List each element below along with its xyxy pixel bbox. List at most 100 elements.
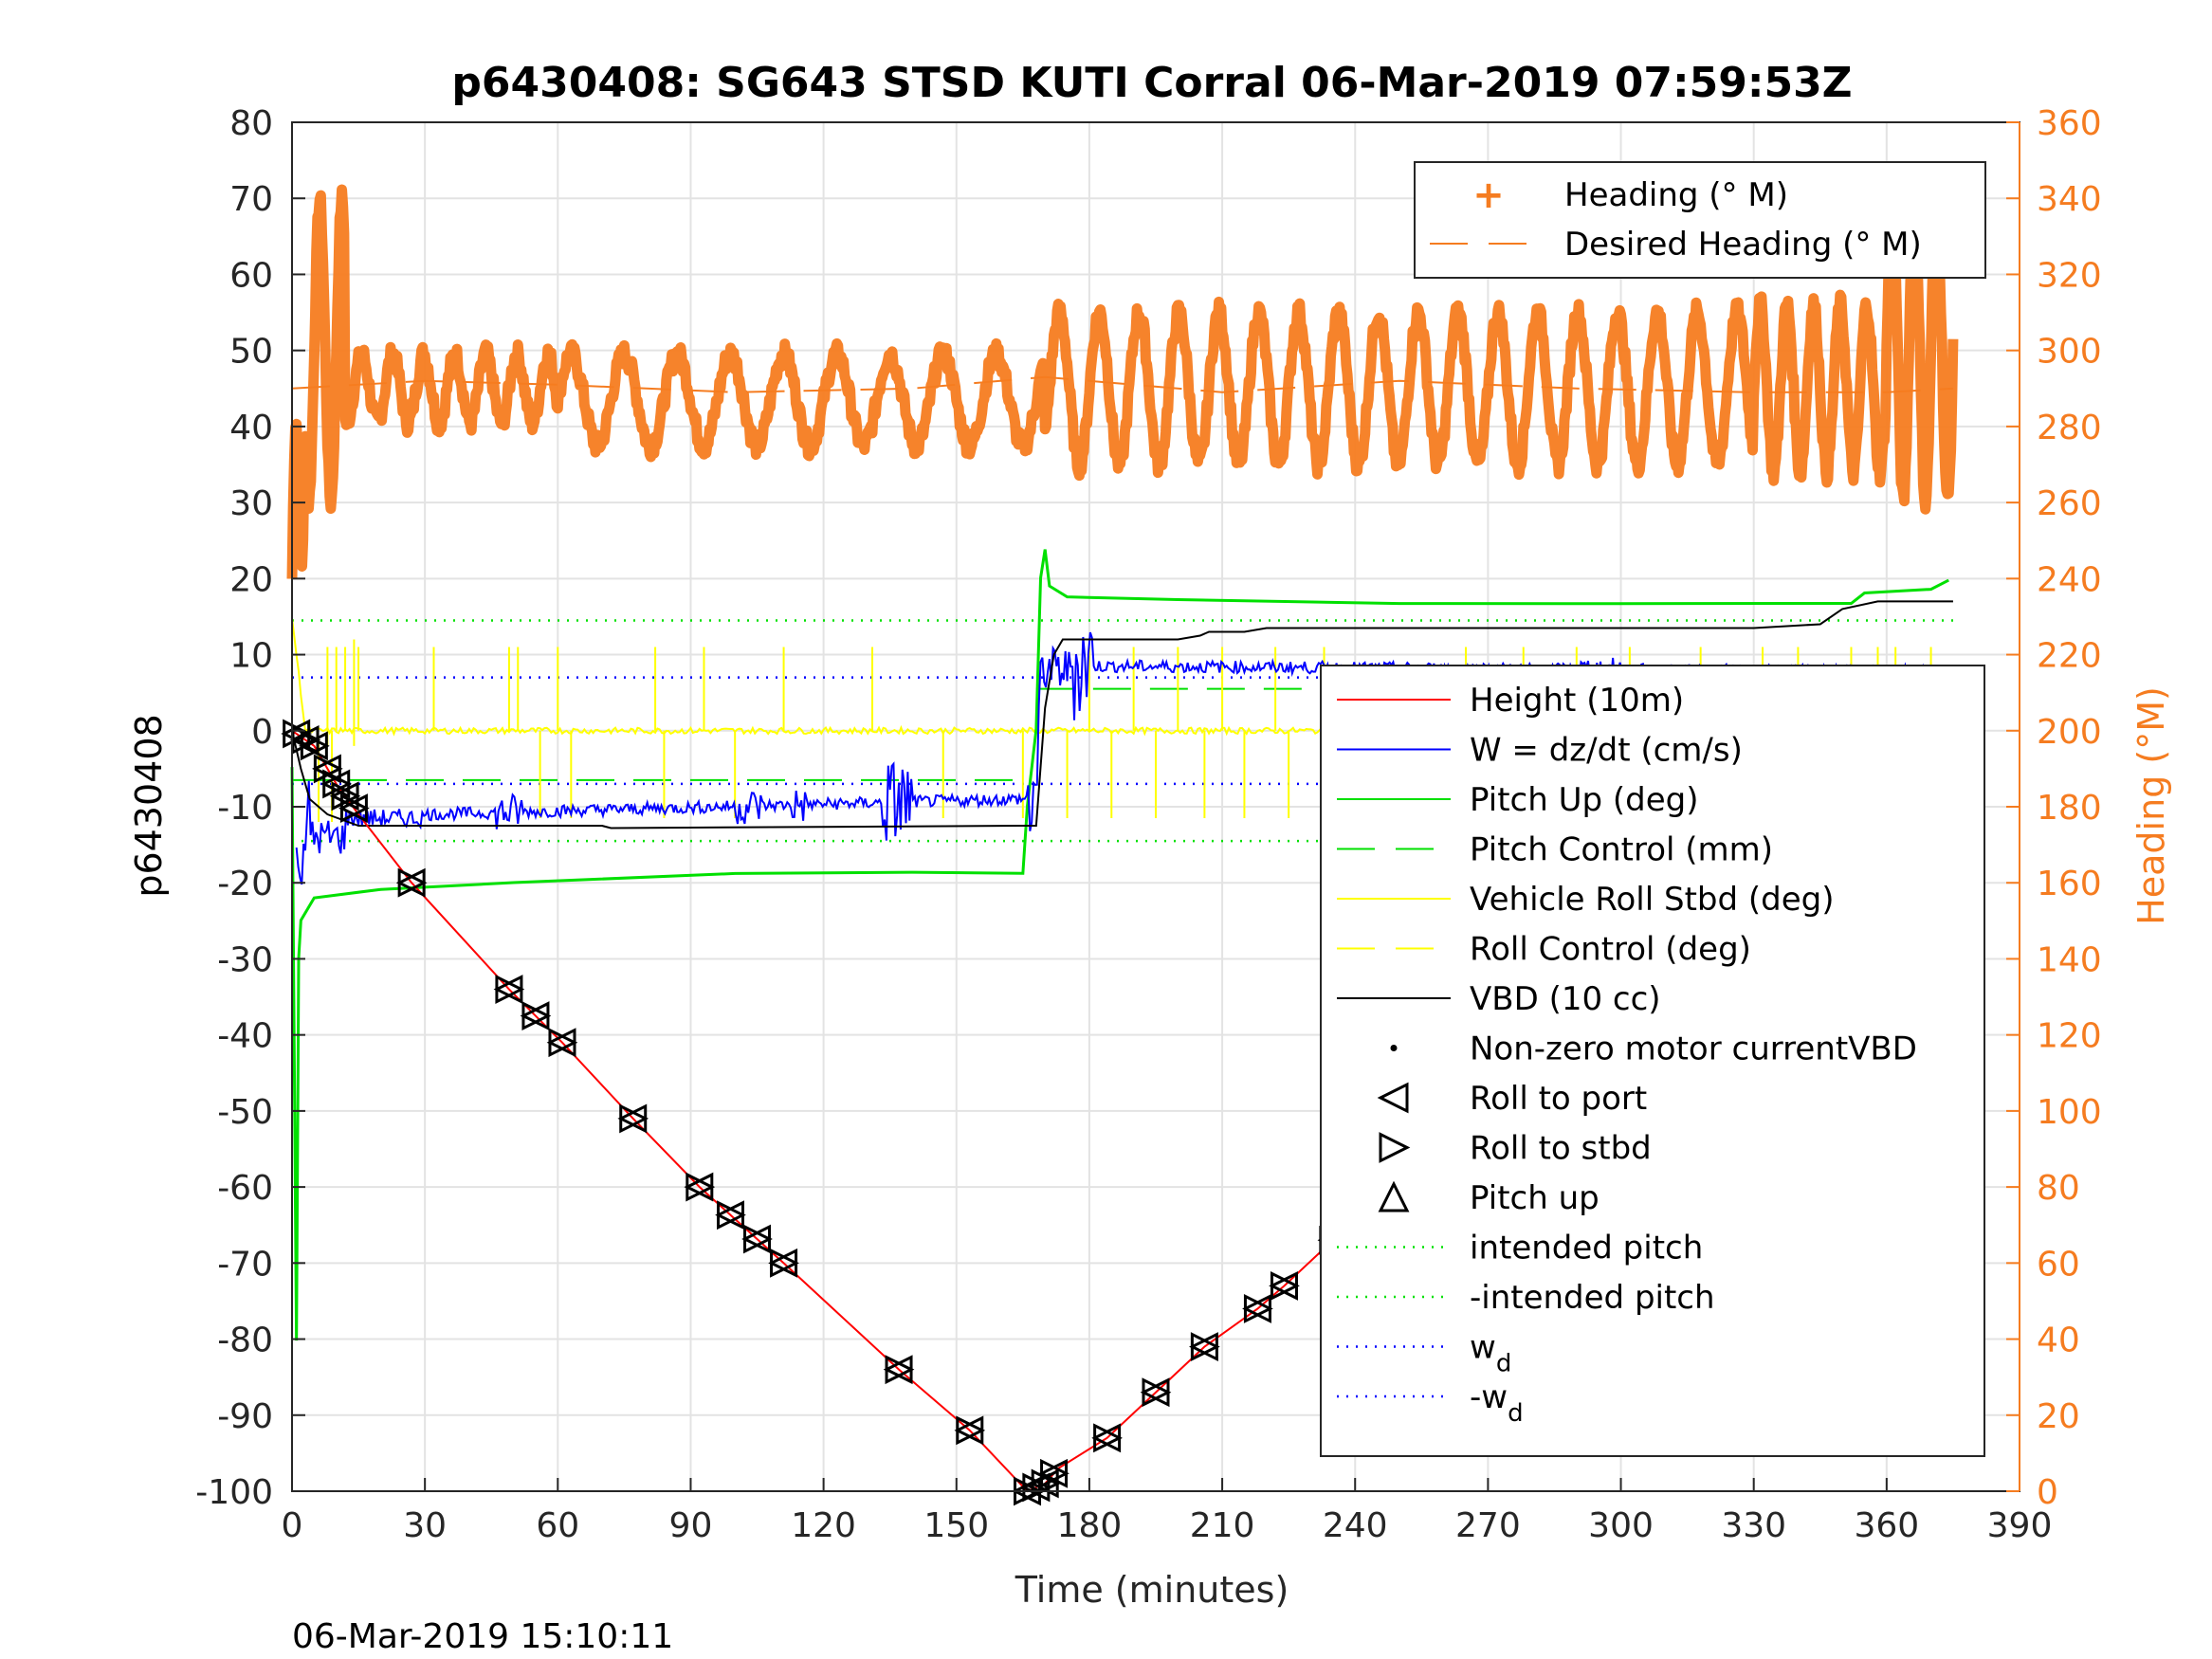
y2-tick-label: 320: [2037, 256, 2102, 295]
y-tick-label: -20: [217, 865, 273, 903]
x-tick-label: 120: [791, 1506, 856, 1545]
roll-to-stbd-marker: [1040, 1458, 1069, 1488]
roll-to-stbd-marker: [495, 975, 525, 1004]
x-tick-label: 210: [1190, 1506, 1255, 1545]
roll-to-stbd-marker: [1243, 1294, 1273, 1323]
legend-label: Non-zero motor currentVBD: [1470, 1030, 1917, 1068]
x-axis-ticks: 0 30 60 90 120 150 180 210 240 270 300 330 360 390: [282, 1478, 2052, 1545]
legend-label: VBD (10 cc): [1470, 980, 1661, 1018]
y-tick-label: 0: [251, 713, 273, 752]
legend-label-subscript: d: [1508, 1399, 1524, 1428]
legend-label: Roll to stbd: [1470, 1130, 1652, 1168]
x-tick-label: 90: [669, 1506, 713, 1545]
y-tick-label: -90: [217, 1397, 273, 1436]
y2-tick-label: 340: [2037, 180, 2102, 219]
y-tick-label: 20: [229, 560, 273, 599]
legend-main: Height (10m) W = dz/dt (cm/s) Pitch Up (de…: [1320, 665, 1985, 1457]
legend-label: Roll Control (deg): [1470, 931, 1751, 969]
y2-tick-label: 360: [2037, 104, 2102, 143]
footer-timestamp: 06-Mar-2019 15:10:11: [292, 1617, 673, 1656]
legend-symbol-triangle: [1378, 1180, 1410, 1212]
y2-tick-label: 60: [2037, 1245, 2080, 1284]
roll-to-stbd-marker: [291, 724, 321, 755]
y2-tick-label: 0: [2037, 1473, 2058, 1512]
y-tick-label: 80: [229, 104, 273, 143]
roll-to-stbd-marker: [1270, 1270, 1300, 1301]
x-tick-label: 330: [1721, 1506, 1786, 1545]
legend-label: Roll to port: [1470, 1080, 1647, 1118]
y-tick-label: 30: [229, 484, 273, 523]
legend-label: Pitch up: [1470, 1179, 1600, 1217]
pitch-line: [290, 549, 1949, 1341]
roll-to-stbd-marker: [322, 769, 353, 799]
y2-tick-label: 240: [2037, 560, 2102, 599]
legend-label: Heading (° M): [1564, 176, 1788, 214]
roll-to-stbd-marker: [283, 719, 313, 749]
y2-tick-label: 300: [2037, 333, 2102, 372]
chart-title: p6430408: SG643 STSD KUTI Corral 06-Mar-…: [451, 59, 1852, 107]
legend-box: [1320, 665, 1985, 1457]
y2-axis-ticks: 3603403203002802602402202001801601401201…: [2006, 104, 2102, 1512]
roll-to-stbd-marker: [548, 1028, 578, 1058]
y-tick-label: -30: [217, 940, 273, 979]
legend-label: Vehicle Roll Stbd (deg): [1470, 881, 1835, 919]
y-tick-label: -10: [217, 789, 273, 828]
y-tick-label: -60: [217, 1169, 273, 1208]
legend-symbol-triangle: [1379, 1132, 1411, 1163]
roll-to-stbd-marker: [885, 1355, 915, 1385]
x-tick-label: 150: [923, 1506, 989, 1545]
y2-tick-label: 80: [2037, 1169, 2080, 1208]
roll-to-stbd-marker: [1093, 1423, 1123, 1453]
roll-to-stbd-marker: [717, 1200, 746, 1231]
legend-label: Desired Heading (° M): [1564, 226, 1922, 264]
y2-tick-label: 220: [2037, 637, 2102, 676]
y-tick-label: -40: [217, 1017, 273, 1056]
legend-label: intended pitch: [1470, 1230, 1703, 1267]
x-axis-label: Time (minutes): [1015, 1569, 1289, 1611]
legend-heading: + Heading (° M) Desired Heading (° M): [1414, 161, 1986, 279]
roll-to-stbd-marker: [331, 781, 361, 811]
legend-label: Height (10m): [1470, 682, 1684, 720]
legend-label: W = dz/dt (cm/s): [1470, 732, 1743, 770]
roll-to-stbd-marker: [770, 1248, 799, 1278]
roll-to-stbd-marker: [521, 1001, 552, 1031]
y2-tick-label: 280: [2037, 409, 2102, 447]
y2-tick-label: 120: [2037, 1017, 2102, 1056]
roll-to-stbd-marker: [300, 731, 330, 761]
x-tick-label: 30: [403, 1506, 447, 1545]
y-tick-label: 70: [229, 180, 273, 219]
legend-symbol-triangle: [1377, 1082, 1409, 1114]
roll-to-stbd-marker: [1190, 1332, 1220, 1362]
y-axis-label: p6430408: [128, 714, 170, 897]
legend-label: -intended pitch: [1470, 1279, 1715, 1317]
y2-tick-label: 200: [2037, 713, 2102, 752]
y-tick-label: -50: [217, 1093, 273, 1132]
y2-tick-label: 40: [2037, 1322, 2080, 1360]
roll-to-stbd-marker: [1031, 1468, 1061, 1499]
y2-tick-label: 260: [2037, 484, 2102, 523]
y2-axis-label: Heading (°M): [2130, 686, 2172, 925]
heading-line: [286, 184, 1959, 579]
roll-to-stbd-marker: [339, 793, 370, 824]
legend-label-subscript: d: [1496, 1350, 1512, 1378]
y2-tick-label: 100: [2037, 1093, 2102, 1132]
roll-to-stbd-marker: [397, 867, 428, 898]
legend-symbol-plus: +: [1472, 173, 1505, 217]
y-tick-label: 10: [229, 637, 273, 676]
y-tick-label: -80: [217, 1322, 273, 1360]
x-tick-label: 240: [1323, 1506, 1388, 1545]
roll-to-stbd-marker: [956, 1415, 986, 1446]
legend-symbol-dot: [1390, 1045, 1398, 1051]
y-tick-label: -70: [217, 1245, 273, 1284]
y2-tick-label: 140: [2037, 940, 2102, 979]
roll-to-stbd-marker: [686, 1172, 716, 1202]
y-tick-label: 60: [229, 256, 273, 295]
x-tick-label: 180: [1057, 1506, 1123, 1545]
legend-label: Pitch Up (deg): [1470, 781, 1698, 819]
legend-label: Pitch Control (mm): [1470, 831, 1773, 869]
x-tick-label: 60: [536, 1506, 579, 1545]
x-tick-label: 0: [282, 1506, 303, 1545]
y2-tick-label: 160: [2037, 865, 2102, 903]
y-tick-label: 50: [229, 333, 273, 372]
x-tick-label: 300: [1588, 1506, 1654, 1545]
